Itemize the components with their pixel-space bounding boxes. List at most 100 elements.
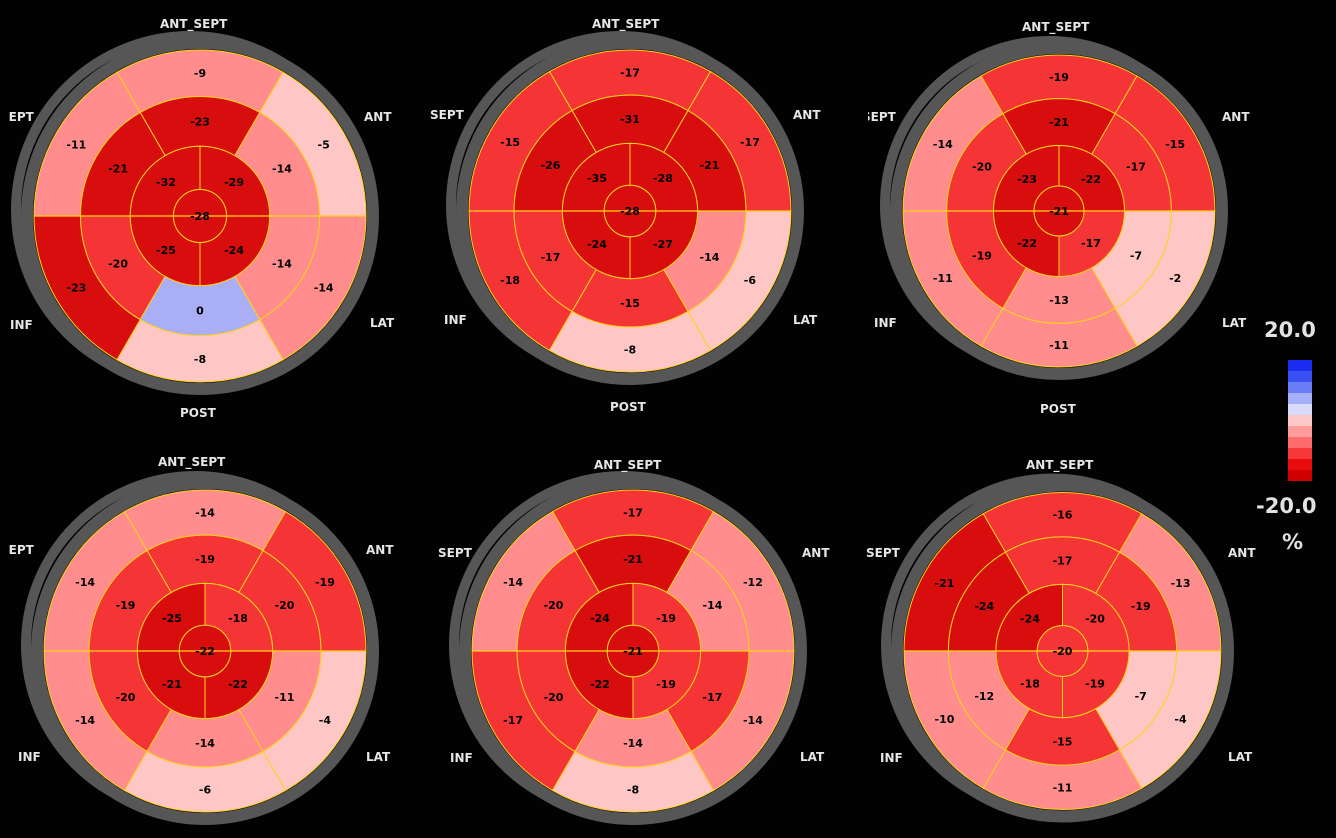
legend-color-step xyxy=(1288,426,1312,437)
label-inf: INF xyxy=(444,313,467,327)
label-post: POST xyxy=(180,406,216,420)
mid-value-label: -14 xyxy=(623,737,643,750)
bullseye-svg: -9 -5 -14 -8 -23 -11 -23 -14 -14 0 -20 -21 -29 -24 -25… xyxy=(11,31,379,395)
label-lat: LAT xyxy=(1228,750,1253,764)
mid-value-label: -19 xyxy=(972,249,992,262)
apical-value-label: -18 xyxy=(1020,678,1040,691)
apical-value-label: -19 xyxy=(1085,678,1105,691)
label-ant: ANT xyxy=(793,108,821,122)
basal-value-label: -14 xyxy=(75,576,95,589)
label-inf: INF xyxy=(10,318,33,332)
basal-value-label: -2 xyxy=(1169,272,1181,285)
mid-value-label: -14 xyxy=(703,599,723,612)
apex-value-label: -22 xyxy=(195,645,215,658)
apex-value-label: -21 xyxy=(1049,205,1069,218)
mid-value-label: -20 xyxy=(275,599,295,612)
mid-value-label: -20 xyxy=(544,691,564,704)
mid-value-label: -20 xyxy=(116,691,136,704)
mid-value-label: -14 xyxy=(272,257,292,270)
mid-value-label: -21 xyxy=(700,159,720,172)
apex-value-label: -28 xyxy=(190,210,210,223)
mid-value-label: -14 xyxy=(700,251,720,264)
apical-value-label: -24 xyxy=(1020,612,1040,625)
mid-value-label: -20 xyxy=(544,599,564,612)
label-ant-sept: ANT_SEPT xyxy=(592,17,660,31)
label-ant: ANT xyxy=(802,546,830,560)
legend-unit-label: % xyxy=(1282,530,1304,554)
label-inf: INF xyxy=(874,316,897,330)
bullseye-plot-3: -19 -15 -2 -11 -11 -14 -21 -17 -7 -13 -19 -20 -22 -17… xyxy=(880,36,1229,386)
basal-value-label: -4 xyxy=(1174,713,1187,726)
mid-value-label: -15 xyxy=(1053,735,1073,748)
label-lat: LAT xyxy=(370,316,395,330)
legend-color-bar xyxy=(1288,360,1312,481)
mid-value-label: -23 xyxy=(190,115,210,128)
mid-value-label: -15 xyxy=(620,297,640,310)
apical-value-label: -21 xyxy=(162,678,182,691)
mid-value-label: -20 xyxy=(972,161,992,174)
basal-value-label: -17 xyxy=(620,67,640,80)
apical-value-label: -23 xyxy=(1017,173,1037,186)
label-lat: LAT xyxy=(366,750,391,764)
mid-value-label: -13 xyxy=(1049,294,1069,307)
basal-value-label: -10 xyxy=(935,713,955,726)
bullseye-svg: -17 -17 -6 -8 -18 -15 -31 -21 -14 -15 -17 -26 -28 -27… xyxy=(446,31,804,385)
basal-value-label: -9 xyxy=(194,67,206,80)
apical-value-label: -24 xyxy=(587,238,607,251)
legend-color-step xyxy=(1288,470,1312,481)
bullseye-svg: -14 -19 -4 -6 -14 -14 -19 -20 -11 -14 -20 -19 -18 -22… xyxy=(21,471,379,825)
basal-value-label: -12 xyxy=(743,576,763,589)
mid-value-label: -19 xyxy=(195,553,215,566)
basal-value-label: -11 xyxy=(1049,339,1069,352)
basal-value-label: -18 xyxy=(500,274,520,287)
mid-value-label: 0 xyxy=(196,305,204,318)
basal-value-label: -5 xyxy=(318,139,330,152)
basal-value-label: -6 xyxy=(199,783,212,796)
color-scale-legend: 20.0 -20.0 % xyxy=(1250,318,1330,558)
label-post: POST xyxy=(1040,402,1076,416)
label-sept: SEPT xyxy=(0,110,34,124)
mid-value-label: -14 xyxy=(272,163,292,176)
mid-value-label: -17 xyxy=(1053,555,1073,568)
bullseye-plot-4: -14 -19 -4 -6 -14 -14 -19 -20 -11 -14 -20 -19 -18 -22… xyxy=(21,471,380,826)
legend-color-step xyxy=(1288,360,1312,371)
label-ant: ANT xyxy=(1228,546,1256,560)
mid-value-label: -14 xyxy=(195,737,215,750)
label-ant-sept: ANT_SEPT xyxy=(160,17,228,31)
label-sept: SEPT xyxy=(430,108,464,122)
mid-value-label: -20 xyxy=(108,257,128,270)
basal-value-label: -14 xyxy=(933,138,953,151)
label-inf: INF xyxy=(880,751,903,765)
basal-value-label: -13 xyxy=(1171,577,1191,590)
apical-value-label: -28 xyxy=(653,172,673,185)
basal-value-label: -14 xyxy=(503,576,523,589)
bullseye-plot-5: -17 -12 -14 -8 -17 -14 -21 -14 -17 -14 -20 -20 -19 -1… xyxy=(449,471,808,826)
label-ant: ANT xyxy=(1222,110,1250,124)
apical-value-label: -19 xyxy=(656,678,676,691)
basal-value-label: -11 xyxy=(66,139,86,152)
basal-value-label: -6 xyxy=(744,274,757,287)
apical-value-label: -24 xyxy=(590,612,610,625)
legend-color-step xyxy=(1288,371,1312,382)
mid-value-label: -12 xyxy=(974,690,994,703)
mid-value-label: -7 xyxy=(1130,249,1142,262)
basal-value-label: -8 xyxy=(194,353,206,366)
label-ant-sept: ANT_SEPT xyxy=(158,455,226,469)
apical-value-label: -17 xyxy=(1081,237,1101,250)
apical-value-label: -20 xyxy=(1085,612,1105,625)
basal-value-label: -11 xyxy=(933,272,953,285)
basal-value-label: -17 xyxy=(623,507,643,520)
basal-value-label: -15 xyxy=(500,136,520,149)
basal-value-label: -8 xyxy=(627,783,639,796)
basal-value-label: -23 xyxy=(66,281,86,294)
label-ant-sept: ANT_SEPT xyxy=(594,458,662,472)
label-lat: LAT xyxy=(800,750,825,764)
legend-color-step xyxy=(1288,382,1312,393)
apical-value-label: -35 xyxy=(587,172,607,185)
basal-value-label: -15 xyxy=(1165,138,1185,151)
label-inf: INF xyxy=(18,750,41,764)
bullseye-svg: -16 -13 -4 -11 -10 -21 -17 -19 -7 -15 -12 -24 -20 -19… xyxy=(881,473,1234,823)
mid-value-label: -21 xyxy=(108,163,128,176)
apical-value-label: -22 xyxy=(1081,173,1101,186)
legend-color-step xyxy=(1288,437,1312,448)
